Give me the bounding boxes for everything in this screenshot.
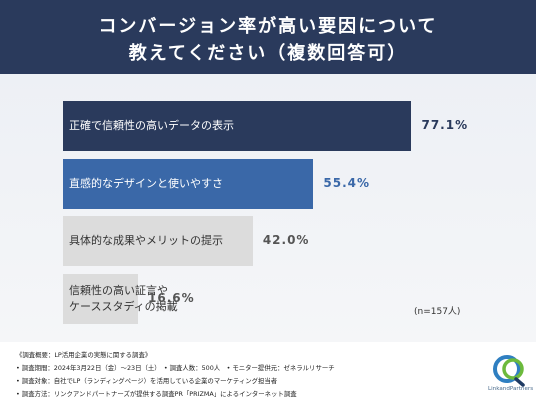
bar-label-3: 具体的な成果やメリットの提示 [69, 234, 223, 247]
bar-label-4: 信頼性の高い証言や ケーススタディの掲載 [69, 283, 178, 313]
bar-value-2: 55.4% [323, 175, 371, 190]
survey-period-line: • 調査期間：2024年3月22日（金）〜23日（土） • 調査人数：500人 … [16, 364, 335, 372]
bar-4 [63, 273, 139, 324]
logo-wordmark: LinkandPartners [488, 386, 534, 392]
survey-overview-heading: 《調査概要：LP活用企業の実態に関する調査》 [16, 351, 152, 359]
bar-3 [63, 216, 253, 266]
bar-value-4: 16.6% [148, 290, 195, 305]
survey-footer: 《調査概要：LP活用企業の実態に関する調査》 • 調査期間：2024年3月22日… [0, 342, 536, 402]
bar-1 [63, 101, 412, 151]
survey-method-line: • 調査方法：リンクアンドパートナーズが提供する調査PR「PRIZMA」によるイ… [16, 390, 297, 398]
sample-size-note: (n=157人) [414, 307, 461, 317]
bar-2 [63, 158, 314, 209]
title-banner: コンバージョン率が高い要因について 教えてください（複数回答可） [0, 0, 536, 74]
bar-value-1: 77.1% [421, 118, 469, 132]
link-and-partners-logo [493, 355, 525, 387]
bar-label-1: 正確で信頼性の高いデータの表示 [69, 119, 234, 132]
bar-value-3: 42.0% [262, 233, 310, 247]
survey-target-line: • 調査対象：自社でLP（ランディングページ）を活用している企業のマーケティング… [16, 377, 278, 385]
bar-label-2: 直感的なデザインと使いやすさ [69, 176, 223, 190]
title-line-1: コンバージョン率が高い要因について [98, 16, 438, 37]
title-line-2: 教えてください（複数回答可） [128, 43, 408, 64]
